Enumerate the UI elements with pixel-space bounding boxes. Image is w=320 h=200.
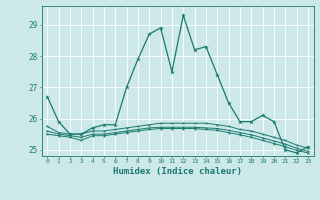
X-axis label: Humidex (Indice chaleur): Humidex (Indice chaleur) — [113, 167, 242, 176]
